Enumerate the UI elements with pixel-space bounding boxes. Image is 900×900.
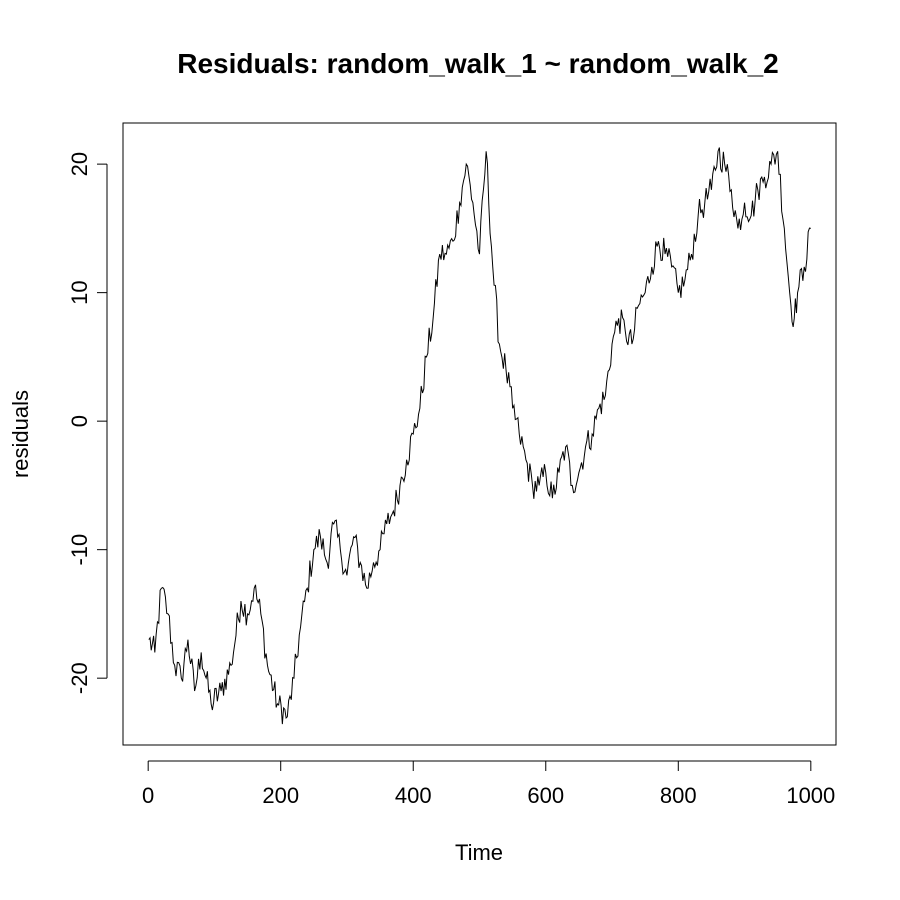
x-tick-label: 800 [660, 783, 697, 808]
x-tick-label: 600 [527, 783, 564, 808]
plot-frame [122, 122, 837, 746]
x-tick-label: 0 [142, 783, 154, 808]
y-tick-label: 0 [67, 415, 92, 427]
x-axis-label: Time [455, 840, 503, 865]
y-tick-label: -10 [67, 534, 92, 566]
x-tick-label: 200 [262, 783, 299, 808]
x-axis: 0 200 400 600 800 1000 [142, 760, 835, 808]
y-axis-label: residuals [8, 390, 33, 478]
y-tick-label: 20 [67, 152, 92, 176]
x-tick-label: 400 [395, 783, 432, 808]
x-tick-label: 1000 [786, 783, 835, 808]
y-tick-label: 10 [67, 280, 92, 304]
residuals-series-line [148, 147, 811, 725]
chart-title: Residuals: random_walk_1 ~ random_walk_2 [177, 48, 778, 79]
y-axis: -20 -10 0 10 20 [67, 152, 108, 694]
y-tick-label: -20 [67, 662, 92, 694]
